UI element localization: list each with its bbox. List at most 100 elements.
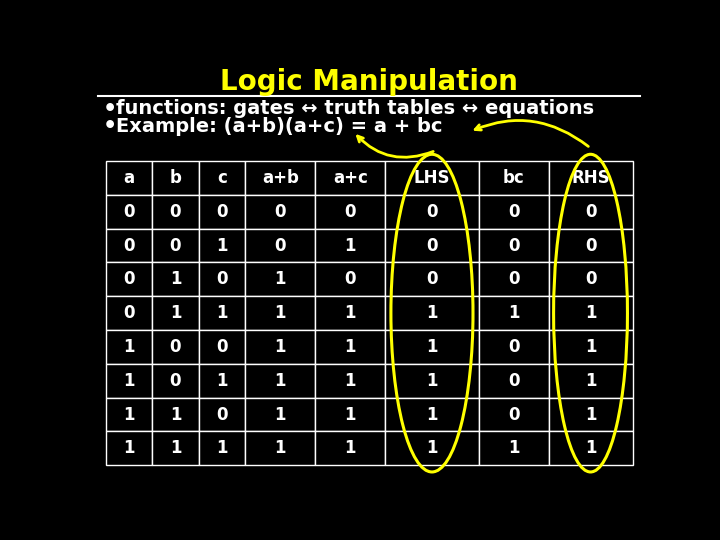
Text: 0: 0 <box>426 237 438 254</box>
Bar <box>199 296 246 330</box>
Bar <box>106 330 152 364</box>
Bar <box>385 195 479 228</box>
Bar <box>549 397 632 431</box>
Bar <box>479 296 549 330</box>
Text: 0: 0 <box>170 202 181 221</box>
Text: 0: 0 <box>274 202 286 221</box>
Text: 1: 1 <box>123 372 135 390</box>
Bar <box>152 262 199 296</box>
Text: 0: 0 <box>508 237 519 254</box>
Text: 0: 0 <box>216 271 228 288</box>
Bar <box>479 195 549 228</box>
Bar <box>385 431 479 465</box>
Text: a+c: a+c <box>333 169 368 187</box>
Text: 1: 1 <box>274 372 286 390</box>
Bar <box>106 195 152 228</box>
Bar <box>549 296 632 330</box>
Bar <box>549 161 632 195</box>
Bar <box>106 397 152 431</box>
Text: 1: 1 <box>585 406 596 423</box>
Bar <box>199 330 246 364</box>
Bar <box>106 228 152 262</box>
Text: 0: 0 <box>123 271 135 288</box>
Text: 0: 0 <box>508 372 519 390</box>
Text: 0: 0 <box>216 406 228 423</box>
Bar <box>246 431 315 465</box>
Text: 1: 1 <box>123 338 135 356</box>
Text: bc: bc <box>503 169 524 187</box>
Text: •: • <box>103 99 117 119</box>
Bar <box>199 161 246 195</box>
Bar <box>479 330 549 364</box>
Bar <box>199 228 246 262</box>
Text: 1: 1 <box>274 304 286 322</box>
Text: 1: 1 <box>274 440 286 457</box>
Text: 1: 1 <box>345 338 356 356</box>
Bar <box>315 296 385 330</box>
Text: 1: 1 <box>170 271 181 288</box>
Text: 1: 1 <box>170 304 181 322</box>
Text: 1: 1 <box>585 372 596 390</box>
Text: 1: 1 <box>585 440 596 457</box>
Text: 1: 1 <box>216 372 228 390</box>
Text: 0: 0 <box>508 271 519 288</box>
Text: a+b: a+b <box>262 169 299 187</box>
Bar <box>106 262 152 296</box>
Bar <box>199 431 246 465</box>
Bar <box>385 296 479 330</box>
Bar <box>152 228 199 262</box>
Text: 1: 1 <box>426 338 438 356</box>
Bar <box>199 364 246 397</box>
Bar <box>315 364 385 397</box>
Bar <box>315 195 385 228</box>
Text: 0: 0 <box>508 338 519 356</box>
Bar <box>315 330 385 364</box>
Text: 1: 1 <box>426 372 438 390</box>
Bar <box>152 431 199 465</box>
Bar <box>246 262 315 296</box>
Text: 1: 1 <box>345 372 356 390</box>
Text: •: • <box>103 117 117 137</box>
Bar <box>549 195 632 228</box>
Bar <box>106 296 152 330</box>
Text: 1: 1 <box>345 237 356 254</box>
Text: 1: 1 <box>508 304 519 322</box>
Bar <box>385 262 479 296</box>
Text: 1: 1 <box>170 440 181 457</box>
Text: 0: 0 <box>585 237 596 254</box>
Bar <box>315 397 385 431</box>
Text: 1: 1 <box>216 440 228 457</box>
Text: functions: gates ↔ truth tables ↔ equations: functions: gates ↔ truth tables ↔ equati… <box>116 99 594 118</box>
Text: 1: 1 <box>508 440 519 457</box>
Bar <box>479 161 549 195</box>
Text: 1: 1 <box>123 440 135 457</box>
Bar <box>549 262 632 296</box>
Bar <box>106 161 152 195</box>
Bar <box>246 397 315 431</box>
Bar <box>479 262 549 296</box>
Text: Logic Manipulation: Logic Manipulation <box>220 68 518 96</box>
Bar <box>152 330 199 364</box>
Bar <box>315 228 385 262</box>
Bar <box>385 228 479 262</box>
Text: 1: 1 <box>274 271 286 288</box>
Text: 1: 1 <box>123 406 135 423</box>
Text: 0: 0 <box>170 372 181 390</box>
Text: 0: 0 <box>216 202 228 221</box>
Text: 1: 1 <box>345 406 356 423</box>
Text: 1: 1 <box>426 304 438 322</box>
Text: 0: 0 <box>345 202 356 221</box>
Bar <box>152 195 199 228</box>
Bar <box>479 364 549 397</box>
Text: 1: 1 <box>274 338 286 356</box>
Text: 0: 0 <box>508 202 519 221</box>
Text: 0: 0 <box>123 237 135 254</box>
Text: 0: 0 <box>426 202 438 221</box>
Text: 0: 0 <box>170 237 181 254</box>
Bar <box>385 161 479 195</box>
Text: a: a <box>123 169 135 187</box>
Text: 1: 1 <box>426 440 438 457</box>
Bar <box>549 364 632 397</box>
Bar <box>246 228 315 262</box>
Text: 1: 1 <box>426 406 438 423</box>
